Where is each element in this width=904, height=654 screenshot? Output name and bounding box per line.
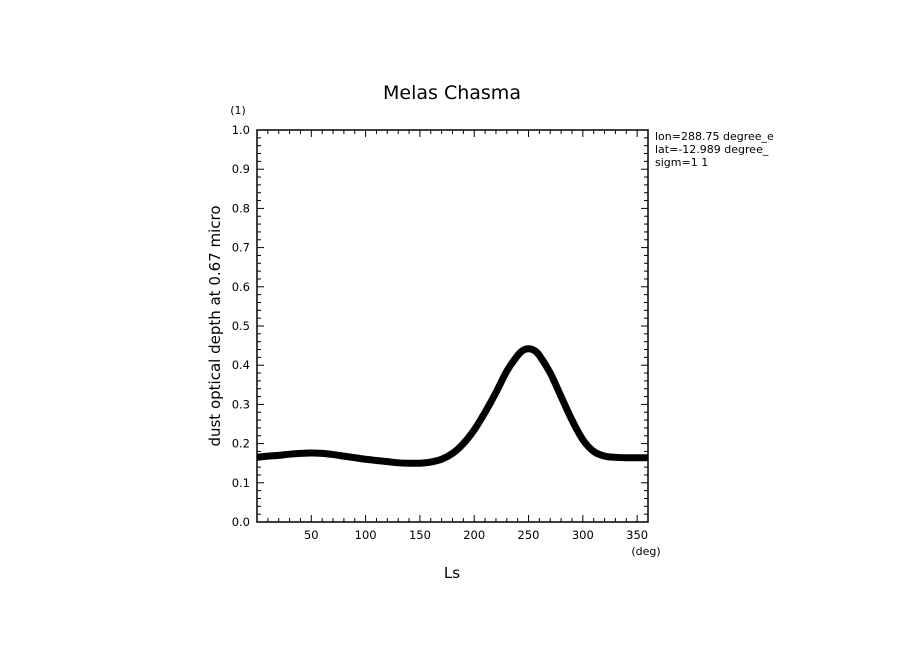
data-point	[419, 462, 421, 464]
data-point	[533, 349, 535, 351]
data-point	[603, 455, 606, 457]
y-tick-label: 0.1	[232, 476, 250, 490]
data-point	[354, 457, 356, 459]
x-tick-label: 50	[304, 528, 319, 542]
x-axis-unit: (deg)	[631, 545, 660, 558]
data-point	[522, 349, 524, 351]
y-axis-unit: (1)	[230, 104, 246, 117]
annotation-lat: lat=-12.989 degree_	[655, 143, 769, 156]
data-point	[527, 348, 530, 350]
data-point	[375, 459, 378, 462]
data-point	[625, 457, 627, 459]
data-point	[332, 453, 334, 456]
data-point	[278, 454, 280, 456]
x-tick-label: 100	[355, 528, 377, 542]
data-point	[517, 354, 519, 356]
x-tick-label: 200	[463, 528, 485, 542]
y-tick-label: 0.0	[232, 515, 250, 529]
chart-title: Melas Chasma	[383, 82, 521, 104]
annotation-sigm: sigm=1 1	[655, 156, 708, 169]
plot-frame	[256, 129, 649, 523]
data-point	[408, 462, 410, 464]
data-point	[441, 458, 443, 460]
data-point	[593, 450, 595, 453]
y-tick-label: 1.0	[232, 123, 250, 137]
data-point	[386, 461, 388, 463]
data-point	[473, 429, 475, 431]
plot-area: 0.0 0.1 0.2 0.3 0.4 0.5 0.6 0.7 0.8 0.9 1.0 50 100 15…	[232, 123, 649, 542]
x-tick-label: 300	[572, 528, 594, 542]
y-tick-label: 0.5	[232, 319, 250, 333]
data-point	[397, 462, 399, 464]
data-point	[451, 452, 454, 454]
data-point	[310, 452, 312, 454]
data-point	[560, 395, 562, 398]
data-point	[288, 453, 291, 455]
data-point	[636, 457, 638, 459]
y-tick-label: 0.6	[232, 280, 250, 294]
x-tick-label: 250	[518, 528, 540, 542]
data-point	[365, 458, 367, 460]
data-point	[321, 452, 323, 454]
y-tick-label: 0.8	[232, 201, 250, 215]
data-point	[549, 372, 551, 374]
data-point	[267, 455, 269, 457]
data-point	[614, 456, 617, 458]
data-point	[299, 452, 302, 454]
y-tick-label: 0.7	[232, 241, 250, 255]
data-point	[484, 411, 486, 413]
data-point	[462, 443, 464, 445]
y-axis-label: dust optical depth at 0.67 micro	[206, 205, 224, 446]
x-axis-label: Ls	[444, 564, 460, 582]
data-point	[582, 439, 584, 441]
data-point	[571, 419, 573, 421]
y-tick-label: 0.2	[232, 437, 250, 451]
annotation-block: lon=288.75 degree_e lat=-12.989 degree_ …	[655, 130, 774, 169]
y-tick-label: 0.9	[232, 162, 250, 176]
x-tick-label: 350	[626, 528, 648, 542]
y-tick-label: 0.4	[232, 358, 250, 372]
data-point	[343, 455, 345, 457]
data-point	[506, 370, 508, 372]
y-tick-label: 0.3	[232, 397, 250, 411]
series-line-0	[256, 345, 648, 467]
x-tick-label: 150	[409, 528, 431, 542]
data-point	[538, 354, 540, 356]
data-point	[430, 461, 432, 463]
annotation-lon: lon=288.75 degree_e	[655, 130, 774, 143]
data-point	[495, 392, 497, 394]
